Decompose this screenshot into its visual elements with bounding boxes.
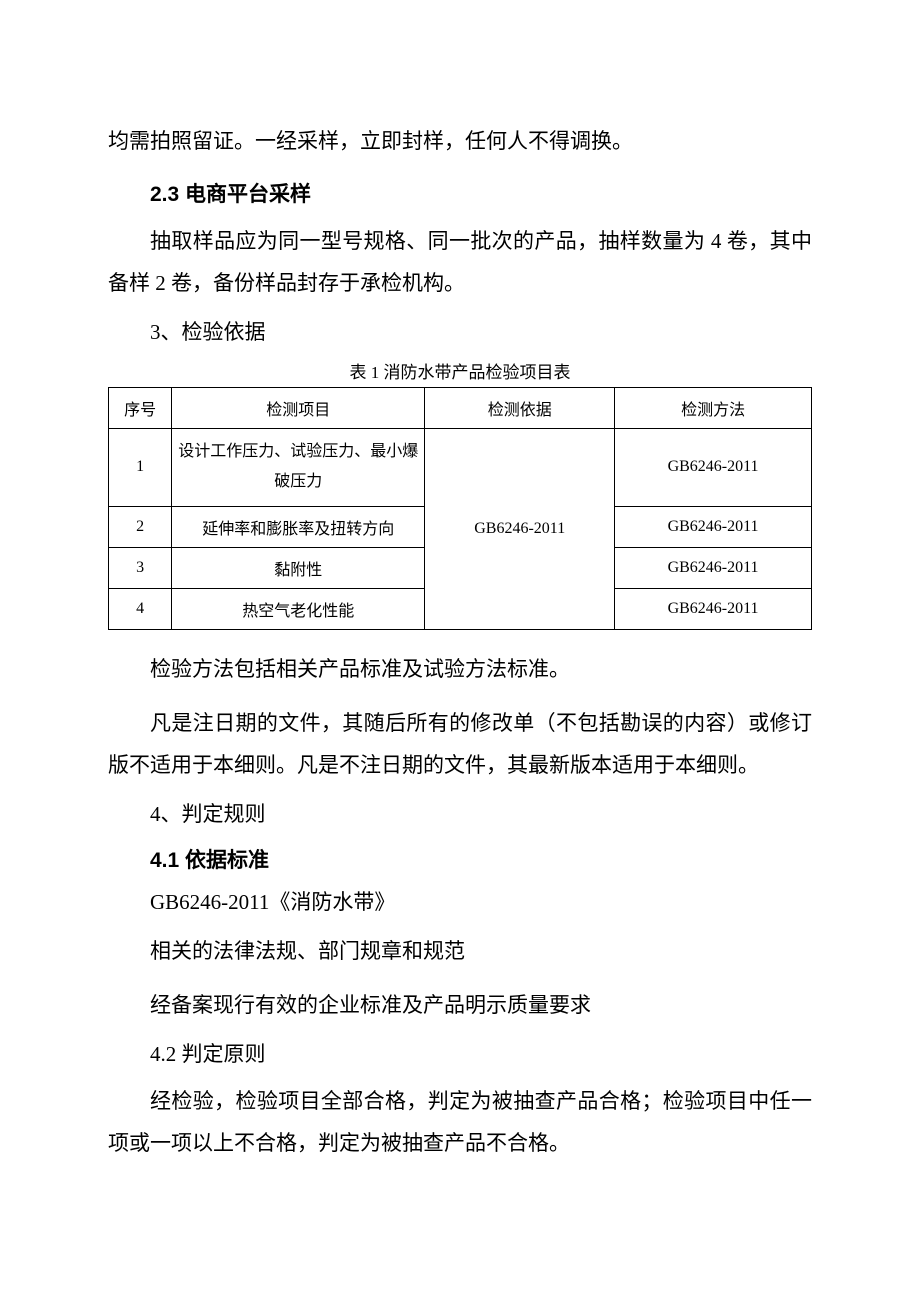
- cell-idx: 2: [109, 506, 172, 547]
- table-row: 1 设计工作压力、试验压力、最小爆破压力 GB6246-2011 GB6246-…: [109, 429, 812, 507]
- paragraph-2-3: 抽取样品应为同一型号规格、同一批次的产品，抽样数量为 4 卷，其中备样 2 卷，…: [108, 220, 812, 304]
- cell-idx: 1: [109, 429, 172, 507]
- th-method: 检测方法: [615, 388, 812, 429]
- paragraph-4-1b: 经备案现行有效的企业标准及产品明示质量要求: [108, 984, 812, 1026]
- cell-basis-merged: GB6246-2011: [425, 429, 615, 630]
- cell-item: 设计工作压力、试验压力、最小爆破压力: [172, 429, 425, 507]
- cell-method: GB6246-2011: [615, 588, 812, 629]
- paragraph-intro: 均需拍照留证。一经采样，立即封样，任何人不得调换。: [108, 120, 812, 162]
- paragraph-4-1a: 相关的法律法规、部门规章和规范: [108, 930, 812, 972]
- table-caption: 表 1 消防水带产品检验项目表: [108, 358, 812, 383]
- heading-4: 4、判定规则: [108, 798, 812, 828]
- inspection-table: 序号 检测项目 检测依据 检测方法 1 设计工作压力、试验压力、最小爆破压力 G…: [108, 387, 812, 630]
- cell-method: GB6246-2011: [615, 429, 812, 507]
- cell-item: 热空气老化性能: [172, 588, 425, 629]
- th-basis: 检测依据: [425, 388, 615, 429]
- cell-method: GB6246-2011: [615, 547, 812, 588]
- th-item: 检测项目: [172, 388, 425, 429]
- paragraph-after-table-2: 凡是注日期的文件，其随后所有的修改单（不包括勘误的内容）或修订版不适用于本细则。…: [108, 702, 812, 786]
- th-index: 序号: [109, 388, 172, 429]
- cell-idx: 4: [109, 588, 172, 629]
- heading-4-1: 4.1 依据标准: [108, 844, 812, 874]
- paragraph-4-1-std: GB6246-2011《消防水带》: [108, 886, 812, 916]
- cell-item: 延伸率和膨胀率及扭转方向: [172, 506, 425, 547]
- cell-idx: 3: [109, 547, 172, 588]
- cell-item: 黏附性: [172, 547, 425, 588]
- heading-3: 3、检验依据: [108, 316, 812, 346]
- table-header-row: 序号 检测项目 检测依据 检测方法: [109, 388, 812, 429]
- paragraph-after-table-1: 检验方法包括相关产品标准及试验方法标准。: [108, 648, 812, 690]
- heading-4-2: 4.2 判定原则: [108, 1038, 812, 1068]
- paragraph-4-2: 经检验，检验项目全部合格，判定为被抽查产品合格；检验项目中任一项或一项以上不合格…: [108, 1080, 812, 1164]
- heading-2-3: 2.3 电商平台采样: [108, 178, 812, 208]
- document-page: 均需拍照留证。一经采样，立即封样，任何人不得调换。 2.3 电商平台采样 抽取样…: [0, 0, 920, 1301]
- cell-method: GB6246-2011: [615, 506, 812, 547]
